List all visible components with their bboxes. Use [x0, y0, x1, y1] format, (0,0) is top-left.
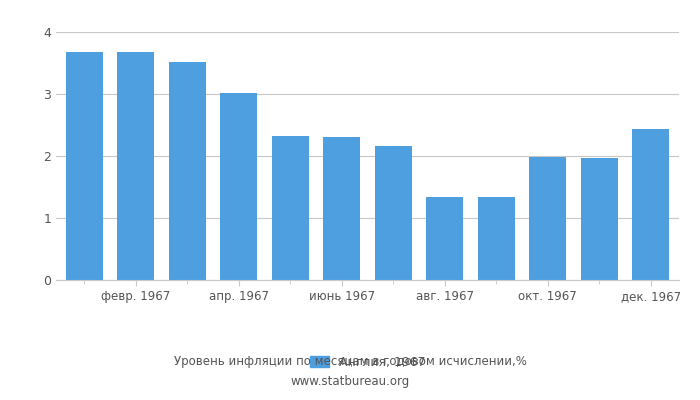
Bar [581, 158, 617, 280]
Text: Уровень инфляции по месяцам в годовом исчислении,%: Уровень инфляции по месяцам в годовом ис… [174, 356, 526, 368]
Bar [477, 197, 514, 280]
Bar [272, 136, 309, 280]
Bar [529, 157, 566, 280]
Text: www.statbureau.org: www.statbureau.org [290, 376, 410, 388]
Bar [426, 197, 463, 280]
Bar [66, 52, 103, 280]
Bar [169, 62, 206, 280]
Bar [220, 93, 258, 280]
Legend: Англия, 1967: Англия, 1967 [310, 356, 425, 369]
Bar [323, 137, 360, 280]
Bar [118, 52, 154, 280]
Bar [632, 129, 669, 280]
Bar [374, 146, 412, 280]
